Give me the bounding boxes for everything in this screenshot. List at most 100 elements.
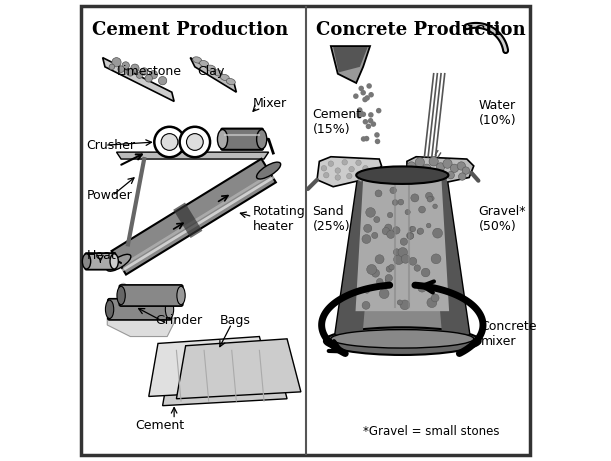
Circle shape: [427, 298, 437, 307]
Circle shape: [400, 300, 409, 310]
Circle shape: [362, 301, 370, 309]
Ellipse shape: [213, 70, 222, 76]
Circle shape: [367, 265, 376, 274]
Circle shape: [390, 187, 397, 194]
Circle shape: [419, 206, 425, 213]
Circle shape: [349, 166, 354, 172]
Text: Clay: Clay: [197, 65, 224, 78]
Ellipse shape: [192, 57, 202, 63]
Circle shape: [374, 217, 380, 223]
Circle shape: [417, 228, 423, 234]
Circle shape: [427, 196, 433, 202]
Text: *Gravel = small stones: *Gravel = small stones: [363, 425, 500, 437]
Text: Water
(10%): Water (10%): [478, 99, 516, 127]
Circle shape: [433, 204, 437, 209]
Circle shape: [371, 232, 378, 238]
Circle shape: [414, 265, 420, 271]
Circle shape: [370, 169, 375, 174]
Circle shape: [145, 75, 153, 82]
Circle shape: [180, 127, 210, 157]
Circle shape: [447, 171, 455, 179]
Circle shape: [367, 83, 372, 89]
Circle shape: [393, 227, 400, 234]
FancyBboxPatch shape: [81, 6, 530, 455]
Circle shape: [126, 69, 134, 76]
Circle shape: [360, 90, 366, 95]
Circle shape: [376, 108, 381, 113]
Circle shape: [364, 225, 372, 232]
Polygon shape: [331, 46, 370, 83]
Polygon shape: [335, 175, 376, 339]
Circle shape: [356, 160, 361, 165]
Polygon shape: [428, 175, 469, 339]
Circle shape: [321, 165, 327, 171]
Circle shape: [368, 92, 374, 98]
Text: Sand
(25%): Sand (25%): [312, 205, 350, 233]
Circle shape: [405, 209, 410, 215]
Text: Mixer: Mixer: [252, 97, 287, 110]
Circle shape: [363, 165, 368, 171]
Ellipse shape: [166, 300, 174, 319]
Circle shape: [431, 254, 441, 264]
Circle shape: [433, 228, 442, 238]
Ellipse shape: [110, 254, 119, 269]
Circle shape: [112, 58, 121, 67]
Circle shape: [398, 248, 408, 257]
Circle shape: [364, 95, 370, 100]
Polygon shape: [407, 157, 474, 187]
Circle shape: [458, 173, 466, 180]
Polygon shape: [177, 339, 301, 399]
FancyBboxPatch shape: [108, 299, 171, 320]
Ellipse shape: [106, 300, 114, 319]
Circle shape: [335, 175, 340, 180]
Circle shape: [426, 223, 431, 228]
Circle shape: [393, 249, 400, 255]
Circle shape: [418, 283, 426, 292]
Polygon shape: [108, 318, 177, 337]
Polygon shape: [163, 346, 287, 406]
Circle shape: [155, 127, 185, 157]
Circle shape: [443, 159, 452, 168]
Text: Powder: Powder: [87, 189, 132, 202]
Circle shape: [109, 64, 115, 70]
Circle shape: [428, 171, 436, 178]
Polygon shape: [103, 58, 174, 101]
Circle shape: [346, 173, 352, 179]
Circle shape: [387, 213, 393, 218]
Circle shape: [131, 64, 139, 72]
Circle shape: [429, 157, 438, 166]
Text: Rotating
heater: Rotating heater: [252, 205, 306, 233]
Polygon shape: [335, 175, 469, 348]
Circle shape: [118, 66, 124, 72]
Circle shape: [385, 278, 390, 283]
Circle shape: [385, 274, 392, 282]
Circle shape: [419, 172, 427, 180]
Polygon shape: [148, 337, 273, 396]
Ellipse shape: [257, 130, 267, 149]
Circle shape: [385, 224, 392, 231]
Circle shape: [431, 294, 439, 302]
Circle shape: [365, 124, 371, 129]
Circle shape: [371, 269, 379, 277]
Circle shape: [376, 278, 383, 285]
Circle shape: [411, 194, 419, 202]
Polygon shape: [117, 152, 269, 159]
Polygon shape: [112, 159, 276, 275]
Circle shape: [186, 134, 203, 150]
Circle shape: [387, 230, 395, 238]
Circle shape: [409, 226, 414, 231]
Circle shape: [364, 136, 370, 142]
Circle shape: [397, 300, 402, 305]
Ellipse shape: [221, 74, 229, 81]
Ellipse shape: [356, 166, 448, 184]
Circle shape: [392, 200, 398, 205]
Polygon shape: [190, 58, 236, 92]
Circle shape: [122, 62, 130, 69]
Ellipse shape: [331, 330, 474, 348]
Circle shape: [375, 139, 380, 144]
Circle shape: [410, 226, 415, 232]
Circle shape: [368, 112, 374, 118]
Circle shape: [358, 110, 364, 116]
Circle shape: [357, 113, 362, 118]
FancyBboxPatch shape: [85, 253, 115, 270]
